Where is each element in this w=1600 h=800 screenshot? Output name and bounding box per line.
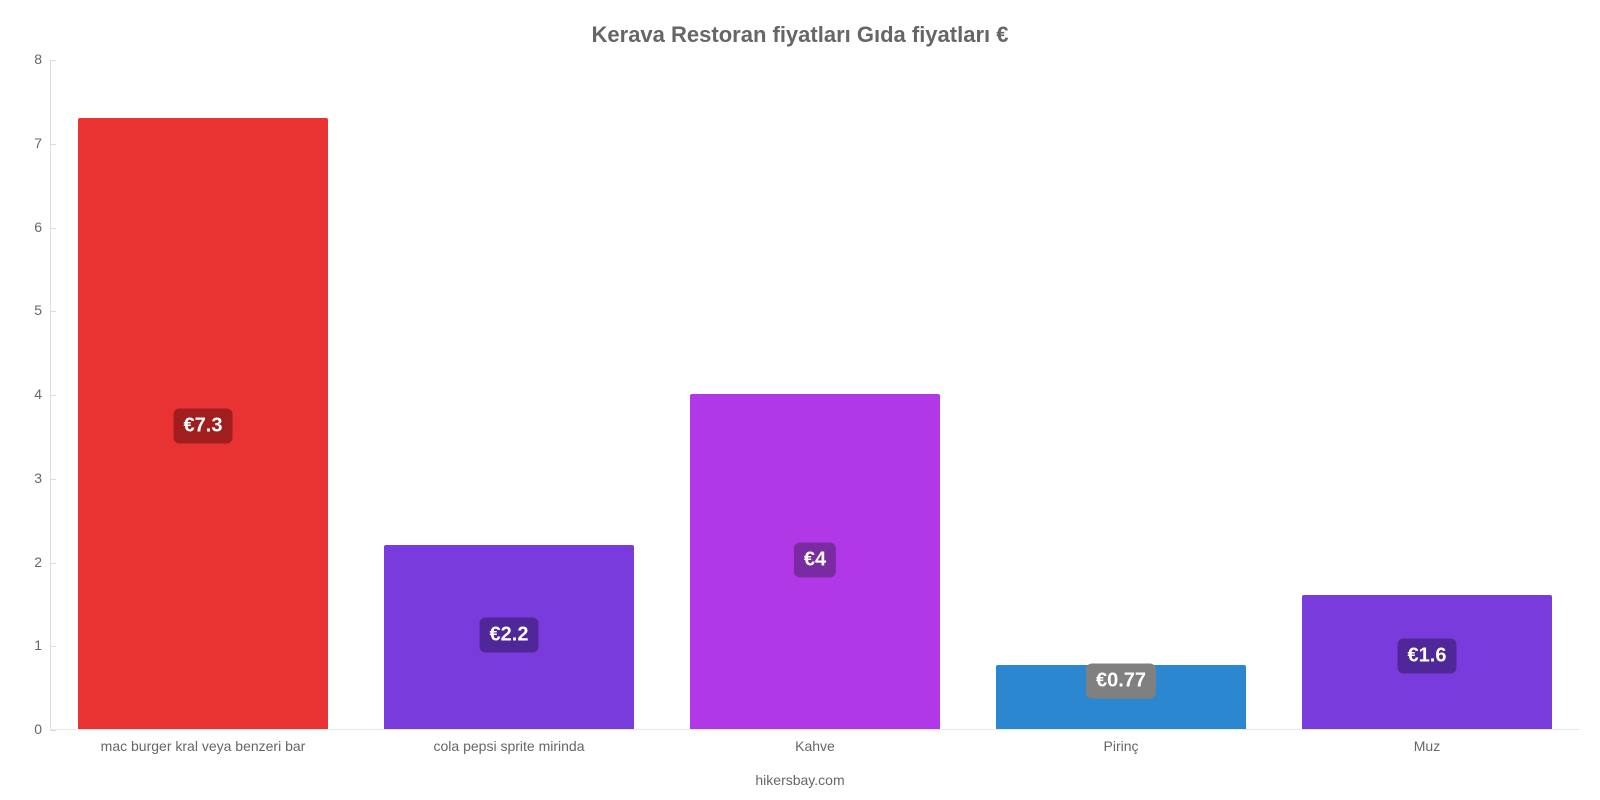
y-tick-mark [50,60,56,61]
plot-area [50,60,1580,730]
chart-footer: hikersbay.com [0,772,1600,788]
chart-title: Kerava Restoran fiyatları Gıda fiyatları… [0,22,1600,48]
x-tick-label: cola pepsi sprite mirinda [434,738,585,754]
y-tick-label: 6 [0,219,42,235]
y-tick-mark [50,730,56,731]
bar-chart: Kerava Restoran fiyatları Gıda fiyatları… [0,0,1600,800]
y-tick-label: 0 [0,721,42,737]
bar-value-label: €4 [794,542,836,577]
y-tick-label: 5 [0,302,42,318]
y-tick-mark [50,311,56,312]
x-tick-label: Muz [1414,738,1440,754]
y-tick-label: 4 [0,386,42,402]
bar-value-label: €2.2 [480,618,539,653]
y-tick-mark [50,395,56,396]
bar-value-label: €7.3 [174,408,233,443]
x-tick-label: Kahve [795,738,835,754]
y-tick-mark [50,144,56,145]
y-tick-mark [50,563,56,564]
bar-value-label: €0.77 [1086,664,1156,699]
y-tick-mark [50,646,56,647]
bar-value-label: €1.6 [1398,639,1457,674]
y-tick-mark [50,479,56,480]
y-tick-label: 3 [0,470,42,486]
y-tick-mark [50,228,56,229]
x-tick-label: mac burger kral veya benzeri bar [101,738,306,754]
y-tick-label: 8 [0,51,42,67]
y-tick-label: 7 [0,135,42,151]
x-tick-label: Pirinç [1103,738,1138,754]
y-tick-label: 2 [0,554,42,570]
y-tick-label: 1 [0,637,42,653]
